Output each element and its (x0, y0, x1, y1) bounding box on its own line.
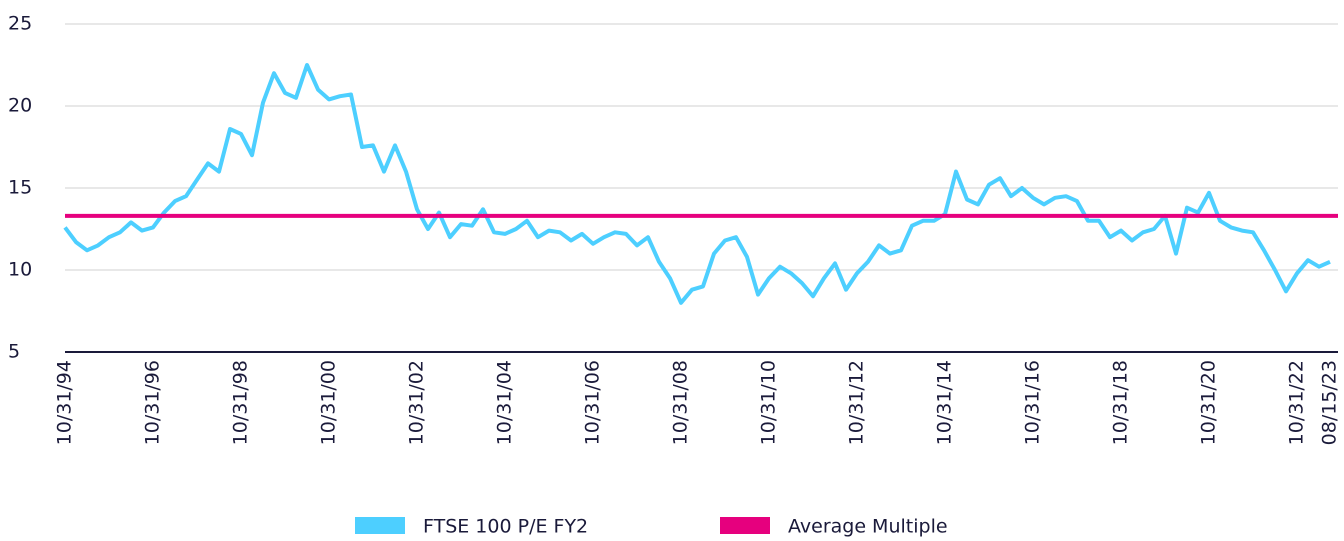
x-tick-label: 10/31/04 (494, 360, 516, 445)
legend-label: FTSE 100 P/E FY2 (423, 516, 588, 538)
y-tick-label: 20 (8, 95, 32, 117)
legend-swatch (720, 517, 770, 534)
x-tick-label: 10/31/00 (318, 360, 340, 445)
y-tick-label: 15 (8, 177, 32, 199)
x-tick-label: 10/31/94 (54, 360, 76, 445)
y-tick-label: 5 (8, 341, 20, 363)
y-tick-label: 25 (8, 13, 32, 35)
x-tick-label: 10/31/10 (758, 360, 780, 445)
x-tick-label: 10/31/98 (230, 360, 252, 445)
x-tick-label: 10/31/02 (406, 360, 428, 445)
x-tick-label: 10/31/06 (582, 360, 604, 445)
x-tick-label: 08/15/23 (1319, 360, 1341, 445)
legend-label: Average Multiple (788, 516, 948, 538)
x-tick-label: 10/31/96 (142, 360, 164, 445)
x-tick-label: 10/31/18 (1110, 360, 1132, 445)
x-tick-label: 10/31/12 (846, 360, 868, 445)
data-line (63, 63, 1331, 305)
x-tick-label: 10/31/14 (934, 360, 956, 445)
x-tick-label: 10/31/16 (1022, 360, 1044, 445)
x-tick-label: 10/31/08 (670, 360, 692, 445)
y-tick-label: 10 (8, 259, 32, 281)
x-tick-label: 10/31/22 (1286, 360, 1308, 445)
legend-swatch (355, 517, 405, 534)
x-tick-label: 10/31/20 (1198, 360, 1220, 445)
